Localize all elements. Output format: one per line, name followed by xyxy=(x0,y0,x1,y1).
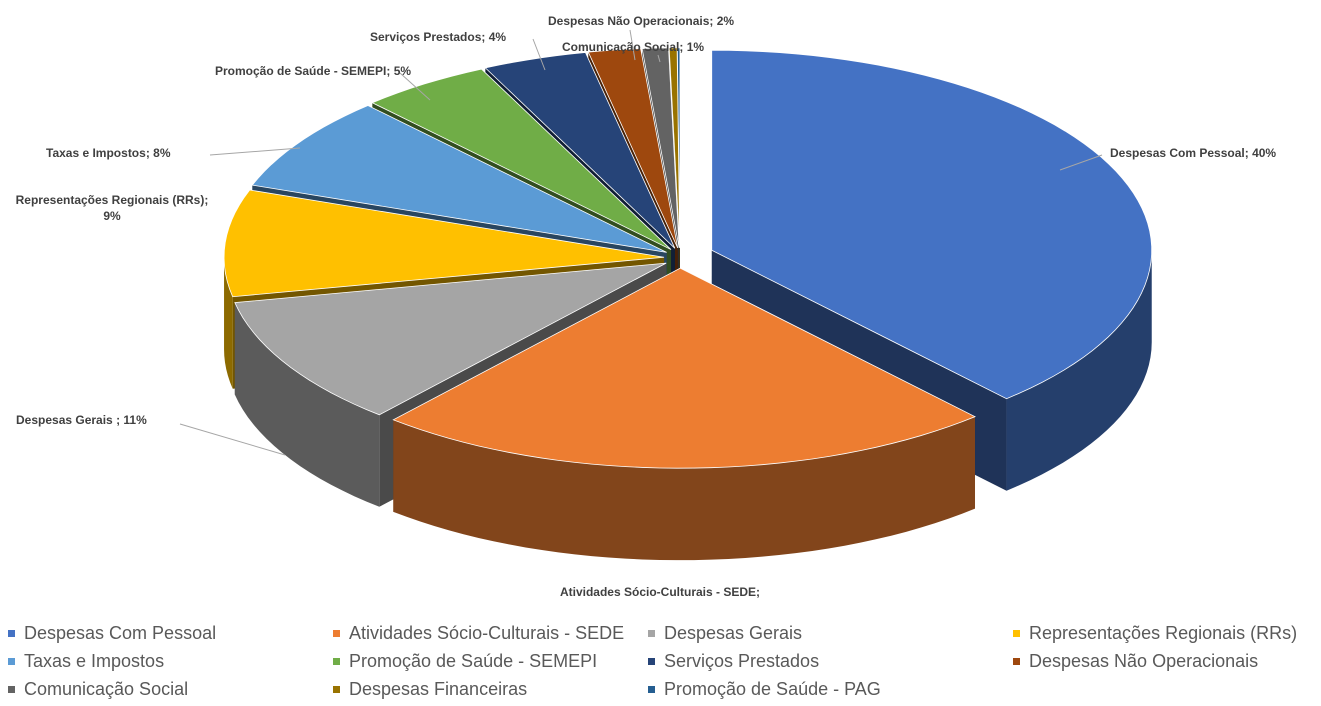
leader-line-taxas-e-impostos xyxy=(209,147,301,156)
legend-swatch xyxy=(648,629,655,637)
slice-top xyxy=(234,262,667,416)
slice-top xyxy=(371,68,672,250)
legend-label: Atividades Sócio-Culturais - SEDE xyxy=(349,622,625,643)
legend-label: Despesas Financeiras xyxy=(349,678,528,699)
pie-chart: Despesas Com Pessoal; 40% Atividades Sóci… xyxy=(16,14,1277,599)
data-label-servicos-prestados: Serviços Prestados; 4% xyxy=(370,30,506,44)
slice-side xyxy=(1006,250,1152,491)
slice-top xyxy=(711,49,1153,400)
legend-item-servicos-prestados: Serviços Prestados xyxy=(648,648,819,674)
legend-swatch xyxy=(648,685,655,693)
legend-label: Promoção de Saúde - SEMEPI xyxy=(349,650,598,671)
legend-swatch xyxy=(333,629,340,637)
legend-item-atividades-socio-culturais-sede: Atividades Sócio-Culturais - SEDE xyxy=(333,620,624,646)
legend-swatch xyxy=(8,629,15,637)
data-label-despesas-nao-operacionais: Despesas Não Operacionais; 2% xyxy=(548,14,734,28)
data-label-taxas-e-impostos: Taxas e Impostos; 8% xyxy=(46,146,171,160)
legend-item-representacoes-regionais-rrs: Representações Regionais (RRs) xyxy=(1013,620,1297,646)
data-label-despesas-com-pessoal: Despesas Com Pessoal; 40% xyxy=(1110,146,1276,160)
legend-item-comunicacao-social: Comunicação Social xyxy=(8,676,188,702)
legend-item-promocao-de-saude-pag: Promoção de Saúde - PAG xyxy=(648,676,881,702)
legend-swatch xyxy=(8,685,15,693)
slice-side xyxy=(234,302,380,507)
legend-swatch xyxy=(1013,629,1020,637)
legend-label: Representações Regionais (RRs) xyxy=(1029,622,1298,643)
data-label-despesas-gerais: Despesas Gerais ; 11% xyxy=(16,413,147,427)
legend-swatch xyxy=(8,657,15,665)
legend-swatch xyxy=(333,685,340,693)
data-label-promocao-de-saude-semepi: Promoção de Saúde - SEMEPI; 5% xyxy=(215,64,411,78)
slice-top xyxy=(223,189,665,298)
leader-line-promocao-de-saude-semepi xyxy=(399,72,431,101)
legend-label: Despesas Com Pessoal xyxy=(24,622,217,643)
legend-label: Taxas e Impostos xyxy=(24,650,165,671)
legend-label: Despesas Gerais xyxy=(664,622,803,643)
slice-top xyxy=(641,47,680,248)
legend-item-despesas-financeiras: Despesas Financeiras xyxy=(333,676,527,702)
data-label-atividades-socio-culturais-sede: Atividades Sócio-Culturais - SEDE; xyxy=(560,585,760,599)
legend-item-despesas-com-pessoal: Despesas Com Pessoal xyxy=(8,620,216,646)
legend-item-taxas-e-impostos: Taxas e Impostos xyxy=(8,648,164,674)
legend: Despesas Com Pessoal Atividades Sócio-Cul… xyxy=(8,620,1318,706)
legend-swatch xyxy=(648,657,655,665)
data-labels: Despesas Com Pessoal; 40% Atividades Sóci… xyxy=(16,14,1277,599)
leader-line-comunicacao-social xyxy=(657,54,661,63)
legend-swatch xyxy=(1013,657,1020,665)
pie-slices xyxy=(223,47,1153,561)
slice-side xyxy=(224,257,233,389)
leader-line-despesas-com-pessoal xyxy=(1059,154,1103,171)
slice-top xyxy=(668,47,681,248)
legend-label: Promoção de Saúde - PAG xyxy=(664,678,881,699)
legend-label: Comunicação Social xyxy=(24,678,189,699)
legend-item-despesas-gerais: Despesas Gerais xyxy=(648,620,802,646)
leader-line-despesas-gerais xyxy=(179,423,286,456)
data-label-representacoes-regionais-rrs: Representações Regionais (RRs); 9% xyxy=(16,193,209,223)
leader-line-despesas-nao-operacionais xyxy=(629,29,636,61)
slice-top xyxy=(251,105,667,253)
leader-line-servicos-prestados xyxy=(532,38,546,71)
legend-item-promocao-de-saude-semepi: Promoção de Saúde - SEMEPI xyxy=(333,648,597,674)
legend-swatch xyxy=(333,657,340,665)
legend-label: Despesas Não Operacionais xyxy=(1029,650,1259,671)
slice-top xyxy=(587,48,679,249)
slice-atividades-socio-culturais-sede xyxy=(392,267,976,561)
legend-label: Serviços Prestados xyxy=(664,650,820,671)
data-label-comunicacao-social: Comunicação Social; 1% xyxy=(562,40,704,54)
legend-item-despesas-nao-operacionais: Despesas Não Operacionais xyxy=(1013,648,1258,674)
slice-side xyxy=(393,416,976,561)
slice-top xyxy=(392,267,976,469)
slice-top xyxy=(484,52,676,249)
